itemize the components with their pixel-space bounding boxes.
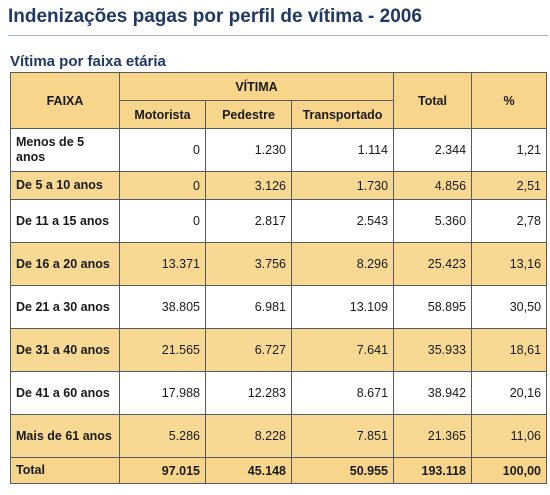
cell-faixa: De 5 a 10 anos xyxy=(10,171,120,200)
table-row: De 11 a 15 anos 0 2.817 2.543 5.360 2,78 xyxy=(10,199,548,243)
cell-total: 25.423 xyxy=(393,242,473,286)
cell-faixa: Menos de 5 anos xyxy=(10,128,120,172)
cell-percent: 20,16 xyxy=(471,371,548,415)
cell-transportado: 13.109 xyxy=(290,285,395,329)
cell-total: 58.895 xyxy=(393,285,473,329)
cell-motorista: 17.988 xyxy=(119,371,206,415)
age-range-table: FAIXA VÍTIMA Total % Motorista Pedestre … xyxy=(10,72,548,484)
cell-transportado: 1.114 xyxy=(290,128,395,172)
table-row: Menos de 5 anos 0 1.230 1.114 2.344 1,21 xyxy=(10,128,548,172)
cell-percent: 13,16 xyxy=(471,242,548,286)
cell-motorista: 21.565 xyxy=(119,328,206,372)
cell-faixa-total: Total xyxy=(10,457,120,484)
cell-total: 21.365 xyxy=(393,414,473,458)
cell-pedestre: 3.126 xyxy=(205,171,292,200)
cell-faixa: Mais de 61 anos xyxy=(10,414,120,458)
cell-faixa: De 21 a 30 anos xyxy=(10,285,120,329)
cell-transportado: 7.641 xyxy=(290,328,395,372)
cell-transportado: 7.851 xyxy=(290,414,395,458)
cell-total-total: 193.118 xyxy=(393,457,473,484)
table-row: De 31 a 40 anos 21.565 6.727 7.641 35.93… xyxy=(10,328,548,372)
cell-total: 2.344 xyxy=(393,128,473,172)
total-row: Total 97.015 45.148 50.955 193.118 100,0… xyxy=(10,457,548,484)
header-row-top: FAIXA VÍTIMA Total % xyxy=(10,72,548,129)
header-faixa: FAIXA xyxy=(10,72,120,129)
cell-pedestre: 2.817 xyxy=(205,199,292,243)
cell-percent: 1,21 xyxy=(471,128,548,172)
table-row: Mais de 61 anos 5.286 8.228 7.851 21.365… xyxy=(10,414,548,458)
cell-pedestre: 6.727 xyxy=(205,328,292,372)
cell-percent: 30,50 xyxy=(471,285,548,329)
cell-pedestre: 6.981 xyxy=(205,285,292,329)
page-title: Indenizações pagas por perfil de vítima … xyxy=(8,6,422,27)
cell-total: 4.856 xyxy=(393,171,473,200)
header-motorista: Motorista xyxy=(119,100,206,129)
cell-transportado: 2.543 xyxy=(290,199,395,243)
cell-total: 35.933 xyxy=(393,328,473,372)
cell-motorista: 0 xyxy=(119,171,206,200)
cell-pedestre: 12.283 xyxy=(205,371,292,415)
cell-motorista: 38.805 xyxy=(119,285,206,329)
cell-percent-total: 100,00 xyxy=(471,457,548,484)
header-pedestre: Pedestre xyxy=(205,100,292,129)
cell-motorista: 5.286 xyxy=(119,414,206,458)
cell-motorista-total: 97.015 xyxy=(119,457,206,484)
cell-transportado: 1.730 xyxy=(290,171,395,200)
table-row: De 41 a 60 anos 17.988 12.283 8.671 38.9… xyxy=(10,371,548,415)
cell-faixa: De 31 a 40 anos xyxy=(10,328,120,372)
cell-percent: 2,51 xyxy=(471,171,548,200)
cell-pedestre: 1.230 xyxy=(205,128,292,172)
cell-pedestre: 3.756 xyxy=(205,242,292,286)
cell-motorista: 0 xyxy=(119,128,206,172)
cell-faixa: De 11 a 15 anos xyxy=(10,199,120,243)
header-vitima: VÍTIMA xyxy=(118,72,395,101)
header-transportado: Transportado xyxy=(290,100,395,129)
cell-percent: 2,78 xyxy=(471,199,548,243)
table-row: De 16 a 20 anos 13.371 3.756 8.296 25.42… xyxy=(10,242,548,286)
header-total: Total xyxy=(393,72,473,129)
cell-transportado: 8.296 xyxy=(290,242,395,286)
cell-percent: 11,06 xyxy=(471,414,548,458)
cell-faixa: De 16 a 20 anos xyxy=(10,242,120,286)
header-row-sub: Motorista Pedestre Transportado xyxy=(11,100,547,129)
section-title: Vítima por faixa etária xyxy=(10,53,166,70)
cell-total: 38.942 xyxy=(393,371,473,415)
cell-motorista: 13.371 xyxy=(119,242,206,286)
cell-transportado: 8.671 xyxy=(290,371,395,415)
cell-faixa: De 41 a 60 anos xyxy=(10,371,120,415)
table-row: De 21 a 30 anos 38.805 6.981 13.109 58.8… xyxy=(10,285,548,329)
cell-total: 5.360 xyxy=(393,199,473,243)
cell-pedestre: 8.228 xyxy=(205,414,292,458)
cell-motorista: 0 xyxy=(119,199,206,243)
header-percent: % xyxy=(471,72,548,129)
table-row: De 5 a 10 anos 0 3.126 1.730 4.856 2,51 xyxy=(10,171,548,200)
cell-percent: 18,61 xyxy=(471,328,548,372)
title-divider xyxy=(8,35,548,36)
cell-transportado-total: 50.955 xyxy=(290,457,395,484)
cell-pedestre-total: 45.148 xyxy=(205,457,292,484)
